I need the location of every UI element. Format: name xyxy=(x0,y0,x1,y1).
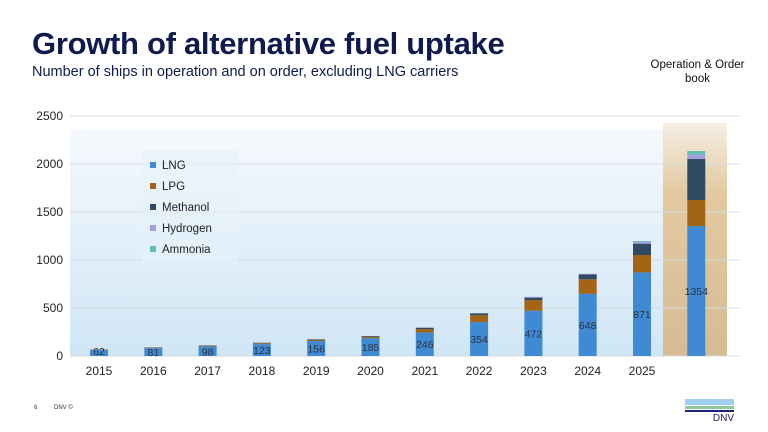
y-tick-label: 2000 xyxy=(36,157,63,171)
legend-swatch-lpg xyxy=(150,183,156,189)
x-tick-label: 2016 xyxy=(140,364,167,378)
legend: LNG LPG Methanol Hydrogen Ammonia xyxy=(142,150,238,262)
bar-lpg-2019 xyxy=(307,339,326,342)
bar-lng-2023 xyxy=(524,310,543,356)
y-tick-label: 2500 xyxy=(36,109,63,123)
data-label: 98 xyxy=(202,346,214,358)
bar-lng-2020 xyxy=(361,338,380,356)
bar-methanol-2023 xyxy=(524,297,543,301)
data-label: 123 xyxy=(253,345,271,357)
x-tick-label: 2019 xyxy=(303,364,330,378)
legend-swatch-hydrogen xyxy=(150,225,156,231)
bar-lpg-2020 xyxy=(361,336,380,339)
bar-hydrogen-orderbook xyxy=(687,154,706,160)
bar-lng-2018 xyxy=(252,344,271,356)
bar-lpg-2023 xyxy=(524,300,543,311)
bar-lng-2025 xyxy=(633,272,651,356)
x-tick-label: 2018 xyxy=(249,364,276,378)
data-label: 472 xyxy=(525,328,543,340)
x-tick-label: 2023 xyxy=(520,364,547,378)
page-number: 6 xyxy=(34,405,38,411)
x-tick-label: 2017 xyxy=(194,364,221,378)
bar-lpg-2024 xyxy=(578,279,597,294)
bar-lpg-2017 xyxy=(198,345,217,347)
bar-lpg-2021 xyxy=(415,329,434,333)
bar-lng-2015 xyxy=(90,350,108,356)
orderbook-note: Operation & Order book xyxy=(650,59,745,85)
data-label: 62 xyxy=(93,346,105,358)
bar-methanol-2019 xyxy=(307,339,326,340)
bar-lpg-2016 xyxy=(144,347,163,349)
bar-ammonia-2025 xyxy=(633,240,651,242)
data-label: 354 xyxy=(470,334,488,346)
page-title: Growth of alternative fuel uptake xyxy=(32,26,505,61)
x-tick-label: 2020 xyxy=(357,364,384,378)
bar-methanol-2022 xyxy=(470,313,489,316)
legend-swatch-ammonia xyxy=(150,246,156,252)
bar-lng-2019 xyxy=(307,341,326,356)
dnv-logo: DNV xyxy=(685,399,734,424)
legend-label-lng: LNG xyxy=(162,160,186,172)
bar-lng-2024 xyxy=(578,293,597,356)
stacked-bar-chart: 0 500 1000 1500 2000 2500 2015 62 2016 81 2017 98 2… xyxy=(36,109,740,378)
y-tick-label: 0 xyxy=(56,349,63,363)
data-label: 81 xyxy=(147,347,159,359)
bar-lpg-2025 xyxy=(633,255,651,273)
bar-methanol-orderbook xyxy=(687,159,706,200)
legend-swatch-methanol xyxy=(150,204,156,210)
bar-lpg-orderbook xyxy=(687,200,706,227)
bar-methanol-2020 xyxy=(361,336,380,337)
y-tick-label: 1500 xyxy=(36,205,63,219)
y-tick-label: 1000 xyxy=(36,253,63,267)
x-tick-label: 2021 xyxy=(411,364,438,378)
bar-lng-orderbook xyxy=(687,226,706,356)
bar-lpg-2018 xyxy=(252,343,271,345)
bar-lng-2016 xyxy=(144,348,163,356)
bar-ammonia-orderbook xyxy=(687,151,706,155)
copyright: DNV © xyxy=(54,405,73,411)
x-tick-label: 2022 xyxy=(466,364,493,378)
bar-lng-2021 xyxy=(415,332,434,356)
page-subtitle: Number of ships in operation and on orde… xyxy=(32,64,459,80)
bar-hydrogen-2023 xyxy=(524,296,543,298)
x-tick-label: 2015 xyxy=(86,364,113,378)
data-label: 156 xyxy=(307,344,325,356)
bar-methanol-2025 xyxy=(633,243,651,256)
bar-methanol-2024 xyxy=(578,274,597,280)
data-label: 246 xyxy=(416,339,434,351)
bar-lng-2022 xyxy=(470,322,489,356)
y-tick-label: 500 xyxy=(43,301,63,315)
legend-label-ammonia: Ammonia xyxy=(162,244,211,256)
legend-label-lpg: LPG xyxy=(162,181,185,193)
legend-label-methanol: Methanol xyxy=(162,202,209,214)
bar-methanol-2021 xyxy=(415,327,434,330)
data-label: 1354 xyxy=(685,286,709,298)
legend-label-hydrogen: Hydrogen xyxy=(162,223,212,235)
x-tick-label: 2024 xyxy=(574,364,601,378)
data-label: 871 xyxy=(633,309,651,321)
bar-hydrogen-2025 xyxy=(633,241,651,244)
legend-swatch-lng xyxy=(150,162,156,168)
data-label: 648 xyxy=(579,320,597,332)
bar-lpg-2022 xyxy=(470,315,489,323)
x-tick-label: 2025 xyxy=(629,364,656,378)
data-label: 185 xyxy=(362,342,380,354)
bar-lng-2017 xyxy=(198,346,217,356)
